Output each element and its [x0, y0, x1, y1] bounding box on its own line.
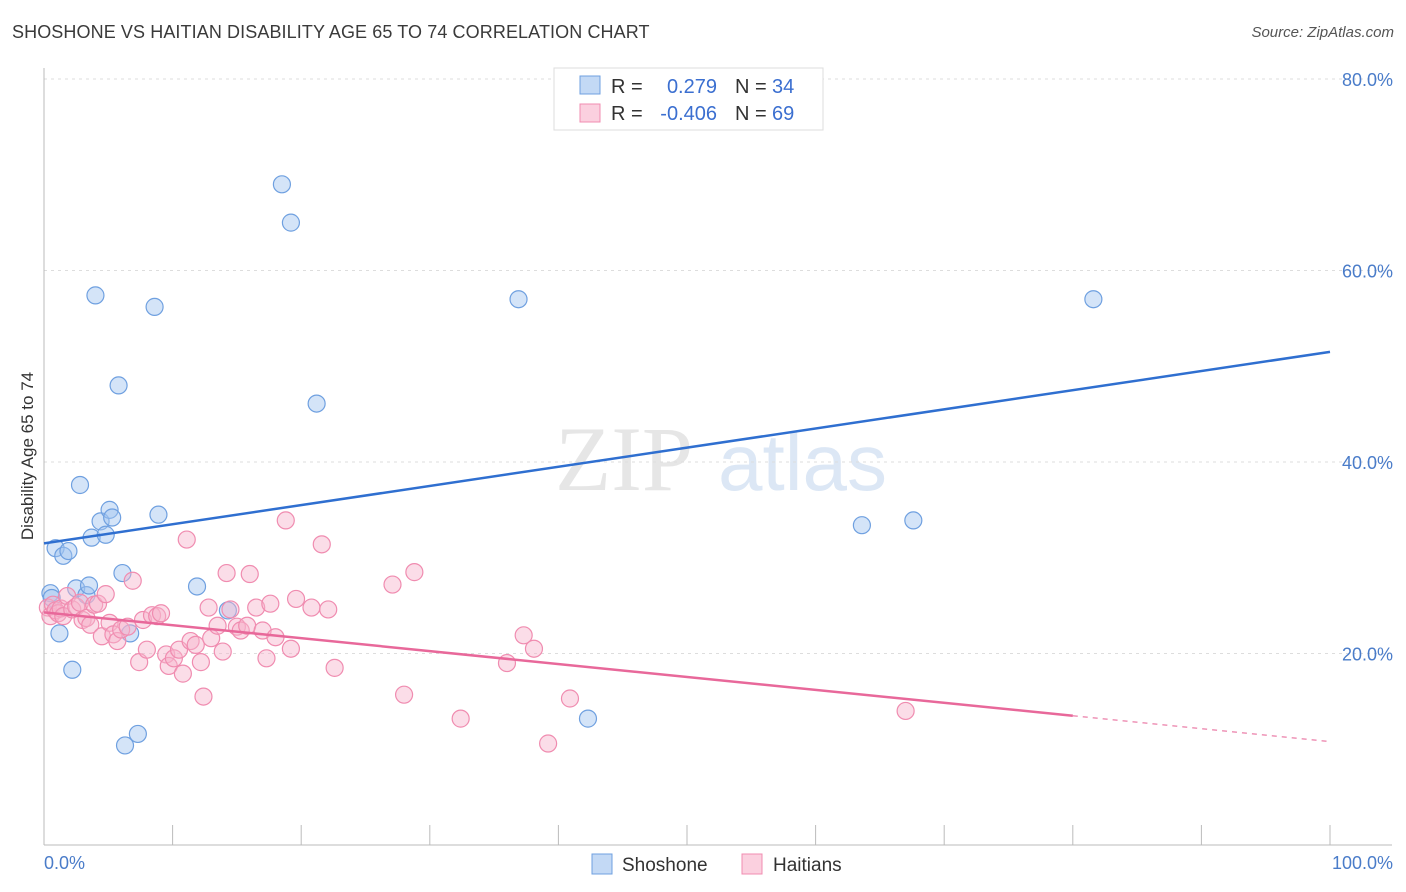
shoshone-point-8 [70, 475, 90, 495]
shoshone-trend-line [43, 350, 1331, 545]
legend-n-label-0: N = [735, 76, 767, 98]
x-tick-label-1: 100.0% [1332, 853, 1393, 873]
shoshone-point-5 [59, 541, 78, 561]
haitians-point-71 [896, 701, 915, 721]
haitians-point-20 [108, 631, 127, 651]
haitians-point-22 [118, 617, 137, 636]
chart-title: SHOSHONE VS HAITIAN DISABILITY AGE 65 TO… [12, 22, 650, 42]
haitians-point-57 [286, 589, 306, 609]
haitians-point-64 [405, 563, 424, 582]
shoshone-point-6 [63, 660, 82, 679]
x-tick-label-0: 0.0% [44, 853, 85, 873]
legend-r-value-1: -0.406 [660, 103, 717, 125]
x-ticks [172, 825, 1331, 845]
haitians-point-25 [133, 610, 153, 630]
bottom-legend-swatch-shoshone [591, 853, 613, 875]
haitians-point-68 [524, 639, 544, 658]
shoshone-point-3 [50, 624, 69, 643]
shoshone-point-18 [113, 563, 132, 583]
haitians-point-58 [302, 598, 321, 617]
shoshone-point-27 [281, 213, 301, 232]
shoshone-point-17 [109, 376, 128, 395]
y-tick-label-2: 60.0% [1342, 262, 1393, 282]
watermark-zip: ZIP [555, 408, 693, 510]
bottom-legend-haitians: Haitians [773, 855, 842, 876]
series-legend: Shoshone Haitians [591, 853, 842, 876]
legend-swatch-haitians [579, 103, 601, 123]
haitians-point-63 [394, 685, 414, 704]
haitians-point-40 [199, 598, 218, 617]
y-tick-label-1: 40.0% [1342, 453, 1393, 473]
haitians-point-55 [276, 511, 295, 530]
haitians-point-69 [539, 734, 558, 753]
legend-r-label-0: R = [611, 76, 643, 98]
legend-swatch-shoshone [579, 75, 601, 95]
haitians-point-45 [221, 600, 240, 619]
haitians-point-44 [217, 563, 236, 583]
shoshone-point-28 [307, 394, 326, 413]
haitians-point-39 [194, 687, 213, 706]
data-points [38, 175, 1103, 755]
y-axis-title: Disability Age 65 to 74 [18, 372, 37, 540]
shoshone-point-22 [145, 297, 164, 316]
haitians-point-65 [451, 709, 470, 728]
haitians-point-59 [312, 535, 331, 554]
bottom-legend-shoshone: Shoshone [622, 855, 708, 876]
haitians-point-32 [164, 649, 183, 668]
haitians-point-60 [319, 600, 338, 619]
haitians-point-37 [186, 635, 205, 654]
shoshone-point-29 [509, 290, 528, 309]
haitians-trend-line-extension [1072, 714, 1331, 743]
trend-lines [43, 350, 1331, 743]
legend-n-value-1: 69 [772, 103, 794, 125]
axes [43, 68, 1392, 846]
y-tick-label-0: 20.0% [1342, 645, 1393, 665]
shoshone-point-10 [79, 576, 99, 595]
haitians-point-15 [88, 594, 108, 613]
haitians-point-34 [173, 664, 192, 683]
shoshone-point-26 [272, 175, 292, 194]
legend-n-label-1: N = [735, 103, 767, 125]
haitians-point-10 [70, 593, 90, 612]
haitians-point-23 [123, 571, 142, 590]
shoshone-point-31 [852, 516, 871, 535]
haitians-point-42 [208, 616, 227, 635]
y-tick-labels: 20.0% 40.0% 60.0% 80.0% [1342, 70, 1393, 665]
shoshone-point-23 [149, 505, 168, 524]
haitians-point-50 [247, 598, 266, 617]
bottom-legend-swatch-haitians [741, 853, 763, 875]
haitians-point-67 [514, 626, 533, 645]
legend-r-label-1: R = [611, 103, 643, 125]
haitians-point-38 [191, 653, 210, 672]
haitians-point-56 [281, 639, 301, 658]
haitians-point-17 [96, 585, 115, 604]
stats-legend: R = 0.279 N = 34 R = -0.406 N = 69 [553, 67, 824, 131]
x-tick-labels: 0.0% 100.0% [44, 853, 1393, 873]
legend-n-value-0: 34 [772, 76, 794, 98]
shoshone-point-24 [187, 577, 207, 596]
haitians-point-70 [560, 689, 580, 708]
shoshone-point-16 [103, 508, 122, 527]
haitians-point-62 [383, 575, 402, 594]
haitians-point-61 [325, 658, 344, 677]
haitians-point-52 [257, 649, 276, 668]
chart-source: Source: ZipAtlas.com [1251, 24, 1394, 41]
shoshone-point-19 [115, 736, 135, 755]
haitians-point-43 [213, 642, 232, 661]
haitians-point-35 [177, 530, 196, 549]
shoshone-point-32 [904, 511, 923, 530]
haitians-point-53 [261, 594, 280, 613]
shoshone-point-33 [1084, 290, 1103, 309]
shoshone-point-21 [128, 724, 147, 744]
haitians-point-49 [240, 564, 259, 584]
shoshone-point-30 [578, 709, 598, 728]
haitians-trend-line [43, 611, 1073, 717]
haitians-point-26 [137, 640, 156, 659]
shoshone-point-12 [86, 286, 105, 305]
haitians-point-29 [151, 604, 171, 623]
y-tick-label-3: 80.0% [1342, 70, 1393, 90]
legend-r-value-0: 0.279 [667, 76, 717, 98]
